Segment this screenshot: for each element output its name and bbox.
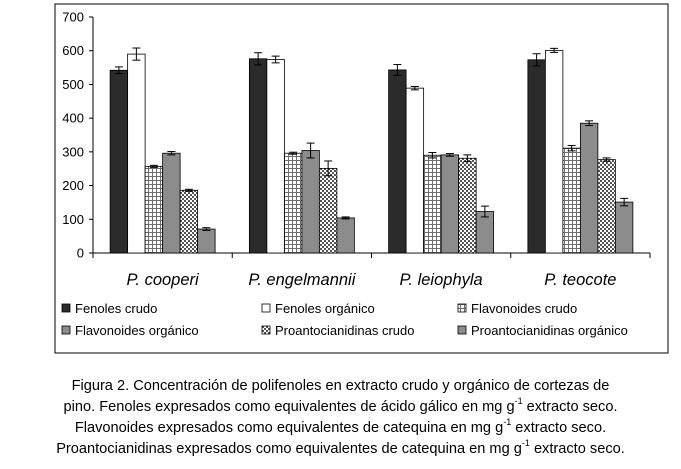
category-label: P. leiophyla [400,271,483,289]
legend-label-proantocianidinas-org-nico: Proantocianidinas orgánico [471,323,628,338]
bar-fenoles-org-nico [127,53,146,254]
legend-swatch-fenoles-crudo [61,303,71,313]
caption-line-3: Flavonoides expresados como equivalentes… [74,417,607,436]
caption-line-4: Proantocianidinas expresados como equiva… [56,438,625,457]
category-label: P. engelmannii [248,271,356,289]
legend-label-flavonoides-crudo: Flavonoides crudo [471,301,577,316]
legend-label-fenoles-crudo: Fenoles crudo [75,301,157,316]
y-tick-label: 600 [62,43,84,58]
legend-swatch-flavonoides-org-nico [61,325,71,335]
y-tick-label: 400 [62,111,84,126]
y-tick-label: 0 [77,246,84,261]
bar-flavonoides-crudo [562,147,581,254]
figure-caption: Figura 2. Concentración de polifenoles e… [0,376,681,460]
bar-fenoles-crudo [109,69,129,254]
legend-swatch-proantocianidinas-crudo [261,325,271,335]
bar-fenoles-crudo [388,69,407,254]
caption-line-2: pino. Fenoles expresados como equivalent… [63,396,618,415]
bar-flavonoides-crudo [144,165,164,254]
y-tick-label: 500 [62,77,84,92]
bar-proantocianidinas-org-nico [197,228,216,254]
y-tick-label: 300 [62,144,84,159]
bar-flavonoides-org-nico [162,152,181,254]
legend-label-fenoles-org-nico: Fenoles orgánico [275,301,375,316]
chart-frame [54,3,669,354]
bar-proantocianidinas-crudo [597,159,616,254]
legend-swatch-flavonoides-crudo [457,303,467,313]
bar-fenoles-org-nico [266,59,285,254]
bar-fenoles-crudo [248,58,268,254]
bar-flavonoides-crudo [423,154,442,254]
bar-chart: 0 100 200 300 400 500 600 700 P. cooperi P. engel… [54,3,669,354]
legend-swatch-proantocianidinas-org-nico [457,325,467,335]
y-tick-label: 700 [62,10,84,25]
bar-flavonoides-org-nico [440,154,460,254]
bar-flavonoides-crudo [283,152,303,254]
bar-proantocianidinas-crudo [179,189,199,254]
bar-proantocianidinas-org-nico [614,201,634,254]
bar-proantocianidinas-org-nico [336,217,355,254]
caption-line-1: Figura 2. Concentración de polifenoles e… [71,378,610,394]
bar-fenoles-org-nico [405,87,425,254]
category-label: P. cooperi [127,271,200,289]
category-label: P. teocote [544,271,616,289]
legend-label-proantocianidinas-crudo: Proantocianidinas crudo [275,323,414,338]
bar-fenoles-crudo [527,59,546,254]
bar-proantocianidinas-crudo [458,157,477,254]
bar-flavonoides-org-nico [301,150,320,254]
y-tick-label: 200 [62,178,84,193]
legend-swatch-fenoles-org-nico [261,303,271,313]
bar-proantocianidinas-org-nico [475,211,495,254]
bar-proantocianidinas-crudo [318,167,338,254]
y-tick-label: 100 [62,212,84,227]
bar-flavonoides-org-nico [579,122,599,254]
bar-fenoles-org-nico [544,49,564,254]
legend-label-flavonoides-org-nico: Flavonoides orgánico [75,323,199,338]
